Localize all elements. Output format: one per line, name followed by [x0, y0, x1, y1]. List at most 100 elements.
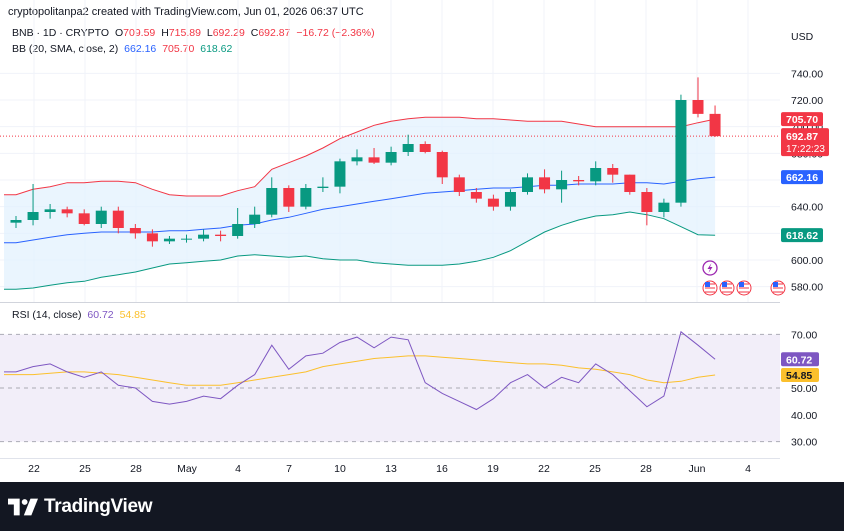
rsi-tick-label: 30.00 — [791, 437, 817, 449]
time-axis[interactable]: 22 25 28 May 4 7 10 13 16 19 22 25 28 Jun 4 — [0, 458, 844, 482]
candle-body[interactable] — [61, 209, 73, 214]
candle-body[interactable] — [385, 152, 397, 163]
time-label: 4 — [745, 463, 751, 475]
rsi-tick-label: 40.00 — [791, 410, 817, 422]
candle-body[interactable] — [249, 214, 261, 224]
bb-label[interactable]: BB (20, SMA, close, 2) — [12, 43, 119, 55]
close-label: C — [250, 27, 259, 39]
candle-body[interactable] — [470, 192, 482, 199]
candle-body[interactable] — [522, 177, 533, 192]
candle-body[interactable] — [453, 177, 465, 192]
lower-band-badge — [781, 228, 823, 243]
candle-body[interactable] — [709, 113, 721, 137]
rsi-zone-fill — [0, 334, 780, 442]
candle-body[interactable] — [504, 192, 516, 207]
candle-body[interactable] — [300, 188, 312, 207]
rsi-label[interactable]: RSI (14, close) — [12, 309, 82, 321]
countdown-text: 17:22:23 — [786, 144, 825, 155]
candle-body[interactable] — [539, 177, 551, 190]
change-value: −16.72 (−2.36%) — [296, 27, 375, 39]
rsi-badge — [781, 352, 819, 367]
tradingview-logo-icon — [8, 498, 38, 516]
time-label: 13 — [385, 463, 397, 475]
close-value: 692.87 — [258, 27, 291, 39]
candle-body[interactable] — [181, 238, 192, 240]
footer-brand[interactable]: TradingView — [8, 494, 153, 520]
candle-body[interactable] — [44, 209, 56, 212]
candle-body[interactable] — [607, 168, 619, 175]
candle-body[interactable] — [402, 144, 414, 152]
candle-body[interactable] — [215, 234, 227, 236]
candle-body[interactable] — [198, 234, 210, 239]
high-label: H — [161, 27, 169, 39]
event-icons — [702, 260, 786, 296]
lightning-bolt — [707, 263, 713, 273]
time-label: 22 — [538, 463, 550, 475]
candle-body[interactable] — [624, 174, 636, 192]
rsi-ma-legend-value: 54.85 — [119, 309, 146, 321]
high-value: 715.89 — [168, 27, 201, 39]
time-label: 4 — [235, 463, 241, 475]
attribution-text: cryptopolitanpa2 created with TradingVie… — [8, 6, 364, 18]
time-label: 10 — [334, 463, 346, 475]
currency-label[interactable]: USD — [791, 31, 814, 43]
candle-body[interactable] — [232, 224, 244, 236]
rsi-badge-text: 60.72 — [786, 354, 812, 366]
lower-band-badge-text: 618.62 — [786, 230, 818, 242]
basis-badge-text: 662.16 — [786, 172, 818, 184]
bollinger-lower-line — [4, 211, 716, 290]
pane-separator[interactable] — [0, 302, 780, 303]
time-label: 19 — [487, 463, 499, 475]
candle-body[interactable] — [334, 161, 346, 187]
time-axis-border — [0, 458, 780, 459]
last-price-text: 692.87 — [786, 131, 818, 143]
flag-canton — [739, 282, 744, 287]
bb-basis-value: 662.16 — [124, 43, 157, 55]
candle-body[interactable] — [27, 212, 39, 220]
candle-body[interactable] — [436, 152, 448, 178]
candle-body[interactable] — [10, 220, 22, 223]
time-label: 22 — [28, 463, 40, 475]
low-label: L — [206, 27, 213, 39]
rsi-tick-label: 50.00 — [791, 383, 817, 395]
candle-body[interactable] — [573, 180, 585, 182]
candle-body[interactable] — [351, 157, 363, 162]
candle-body[interactable] — [590, 168, 602, 182]
rsi-legend: RSI (14, close) 60.72 54.85 — [12, 309, 149, 321]
footer-brand-text: TradingView — [44, 496, 153, 517]
candle-body[interactable] — [556, 180, 568, 190]
candle-body[interactable] — [112, 210, 124, 228]
rsi-line — [4, 330, 716, 411]
candle-body[interactable] — [95, 210, 107, 224]
candle-body[interactable] — [658, 202, 670, 212]
candle-body[interactable] — [419, 144, 431, 152]
open-value: 709.59 — [123, 27, 156, 39]
bollinger-upper-line — [4, 116, 716, 197]
time-label: Jun — [689, 463, 706, 475]
candle-body[interactable] — [317, 186, 329, 188]
candle-body[interactable] — [675, 100, 687, 203]
candle-body[interactable] — [129, 228, 141, 234]
rsi-tick-label: 70.00 — [791, 329, 817, 341]
candle-body[interactable] — [146, 233, 158, 242]
upper-band-badge — [781, 112, 823, 127]
bb-legend: BB (20, SMA, close, 2) 662.16 705.70 618… — [12, 43, 235, 55]
candle-body[interactable] — [641, 192, 653, 212]
candle-body[interactable] — [266, 188, 278, 215]
price-chart[interactable]: 740.00720.00700.00680.00660.00640.00620.… — [0, 0, 844, 302]
flag-canton — [705, 282, 710, 287]
rsi-ma-line — [4, 355, 716, 386]
rsi-legend-value: 60.72 — [87, 309, 114, 321]
candle-body[interactable] — [487, 198, 499, 207]
bb-lower-value: 618.62 — [200, 43, 233, 55]
candle-body[interactable] — [283, 188, 295, 207]
candle-body[interactable] — [692, 100, 704, 114]
price-tick-label: 600.00 — [791, 255, 823, 267]
candle-body[interactable] — [78, 213, 90, 224]
candle-body[interactable] — [163, 238, 175, 242]
price-tick-label: 720.00 — [791, 95, 823, 107]
candle-body[interactable] — [368, 157, 380, 163]
rsi-ma-badge-text: 54.85 — [786, 370, 812, 382]
flag-canton — [722, 282, 727, 287]
